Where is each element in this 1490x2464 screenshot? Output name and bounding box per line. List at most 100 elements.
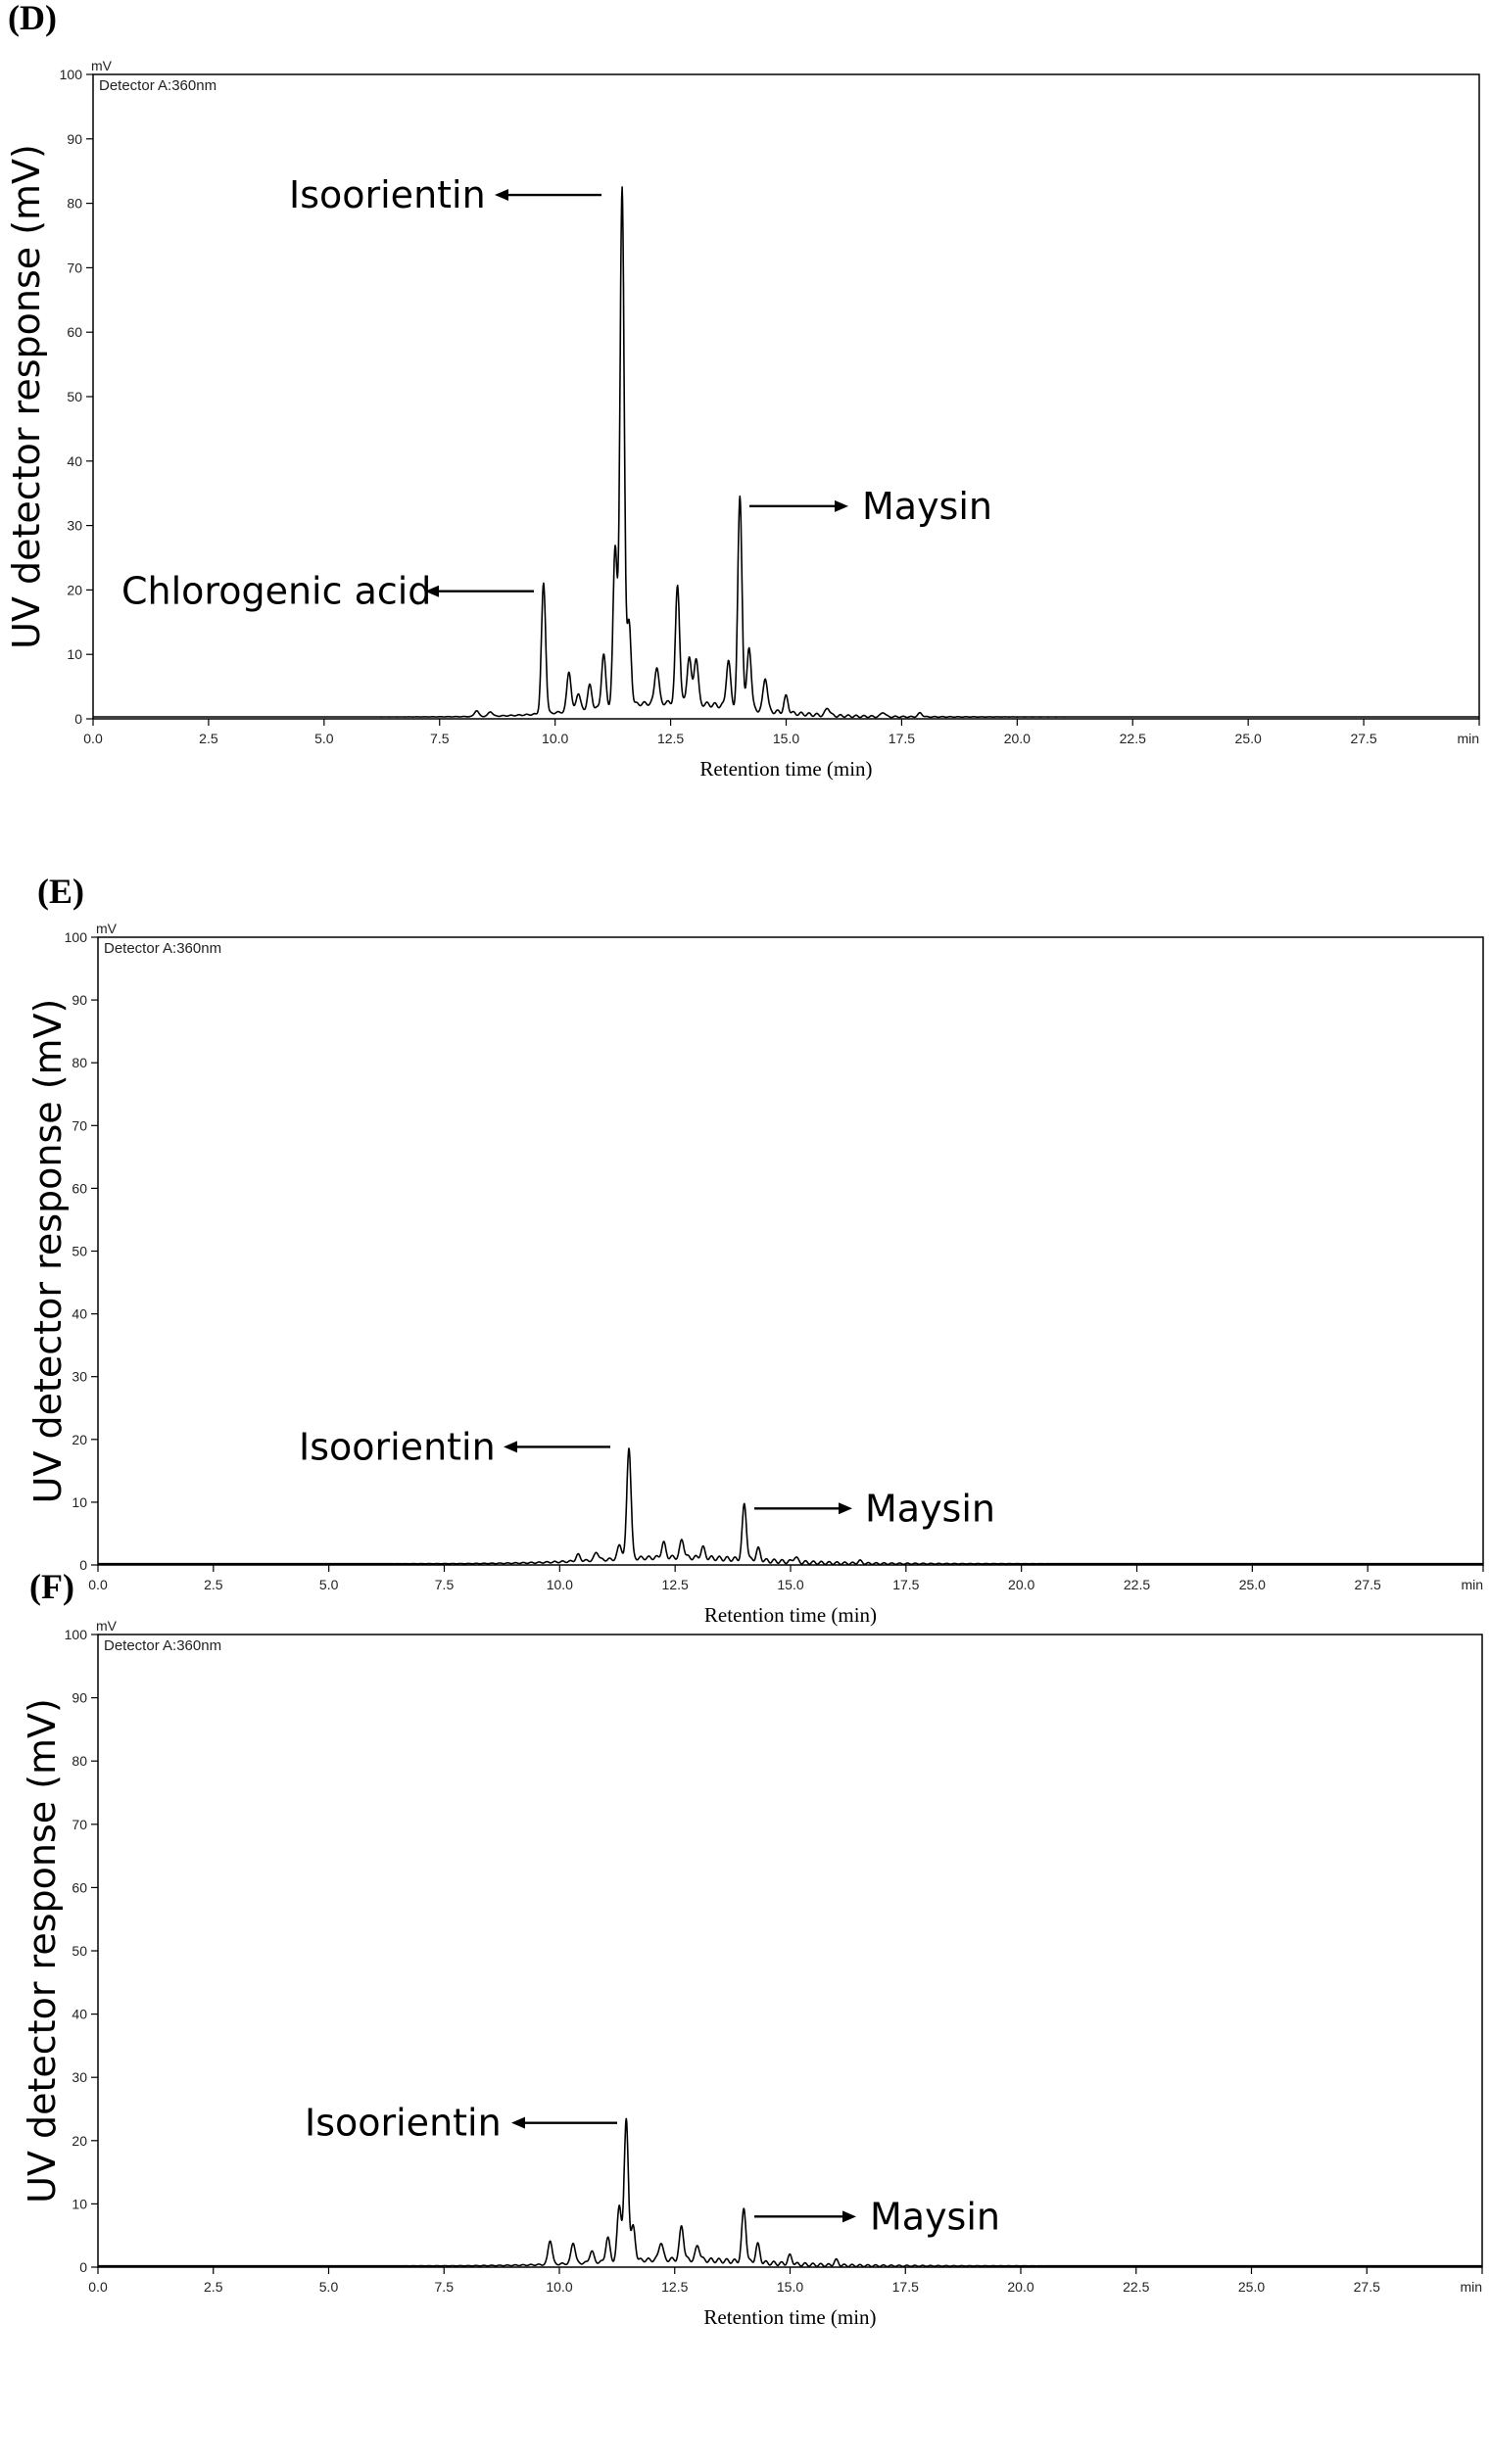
y-tick-label: 100 xyxy=(65,1627,88,1642)
y-tick-label: 50 xyxy=(72,1244,87,1259)
annotation-arrow-head xyxy=(842,2210,856,2223)
annotation-arrow-head xyxy=(495,189,508,202)
x-tick-label: 27.5 xyxy=(1354,2279,1380,2295)
plot-frame xyxy=(92,73,1480,720)
chromatogram-trace xyxy=(97,1447,1484,1566)
x-tick-label: 0.0 xyxy=(88,2279,108,2295)
detector-label: Detector A:360nm xyxy=(104,940,221,957)
x-tick-label: 2.5 xyxy=(204,2279,223,2295)
x-tick-label: 17.5 xyxy=(892,1577,919,1592)
y-unit-label: mV xyxy=(91,58,113,73)
annotation-chlorogenic-acid: Chlorogenic acid xyxy=(121,570,534,613)
x-tick-label: 0.0 xyxy=(83,731,103,746)
annotation-maysin: Maysin xyxy=(754,1487,995,1530)
y-tick-label: 20 xyxy=(72,1432,87,1447)
chart-panel-3: (F) mV Detector A:360nm 0 10 20 30 40 50 60 70 80 90… xyxy=(21,1567,1483,2329)
y-axis-title: UV detector response (mV) xyxy=(21,1698,64,2203)
y-tick-label: 90 xyxy=(72,992,87,1008)
y-tick-label: 60 xyxy=(67,324,82,340)
annotation-isoorientin: Isoorientin xyxy=(289,173,601,216)
detector-label: Detector A:360nm xyxy=(99,77,216,94)
annotation-arrow-head xyxy=(835,499,848,512)
x-tick-label: 0.0 xyxy=(88,1577,108,1592)
x-tick-label: 5.0 xyxy=(314,731,334,746)
y-tick-label: 20 xyxy=(67,582,82,597)
x-tick-label: 17.5 xyxy=(892,2279,919,2295)
y-unit-label: mV xyxy=(96,921,118,936)
x-tick-label: 20.0 xyxy=(1008,1577,1034,1592)
y-tick-label: 40 xyxy=(72,1306,87,1322)
annotation-label: Maysin xyxy=(870,2195,1000,2238)
x-unit-tick-label: min xyxy=(1457,731,1479,746)
y-tick-label: 50 xyxy=(72,1943,87,1959)
y-tick-label: 60 xyxy=(72,1180,87,1196)
x-tick-label: 15.0 xyxy=(777,1577,803,1592)
x-tick-label: 25.0 xyxy=(1235,731,1262,746)
panel-label: (F) xyxy=(29,1567,74,1606)
x-tick-label: 12.5 xyxy=(662,1577,689,1592)
x-tick-label: 22.5 xyxy=(1120,731,1146,746)
x-tick-label: 20.0 xyxy=(1004,731,1031,746)
x-tick-label: 10.0 xyxy=(542,731,568,746)
plot-frame xyxy=(97,1634,1483,2268)
x-tick-label: 7.5 xyxy=(435,2279,455,2295)
y-tick-label: 40 xyxy=(72,2007,87,2022)
y-tick-label: 30 xyxy=(72,1369,87,1385)
y-tick-label: 0 xyxy=(79,1557,87,1573)
y-tick-label: 100 xyxy=(60,67,83,82)
annotation-label: Maysin xyxy=(865,1487,995,1530)
y-tick-label: 100 xyxy=(65,929,88,945)
panel-label: (E) xyxy=(37,872,84,911)
chromatogram-trace xyxy=(92,186,1480,719)
x-tick-label: 15.0 xyxy=(773,731,799,746)
y-tick-label: 30 xyxy=(72,2069,87,2085)
annotation-isoorientin: Isoorientin xyxy=(305,2102,617,2145)
x-tick-label: 5.0 xyxy=(319,2279,339,2295)
chromatogram-trace xyxy=(97,2117,1483,2268)
y-tick-label: 80 xyxy=(72,1753,87,1769)
x-unit-tick-label: min xyxy=(1460,2279,1482,2295)
x-axis-title: Retention time (min) xyxy=(704,1603,877,1627)
x-tick-label: 22.5 xyxy=(1123,2279,1149,2295)
y-tick-label: 50 xyxy=(67,389,82,404)
x-tick-label: 27.5 xyxy=(1355,1577,1381,1592)
y-tick-label: 0 xyxy=(79,2259,87,2275)
x-tick-label: 20.0 xyxy=(1007,2279,1033,2295)
annotation-label: Maysin xyxy=(862,485,992,528)
y-tick-label: 70 xyxy=(67,260,82,275)
y-tick-label: 80 xyxy=(72,1055,87,1070)
x-tick-label: 12.5 xyxy=(661,2279,688,2295)
x-tick-label: 2.5 xyxy=(199,731,218,746)
panel-label: (D) xyxy=(8,0,57,37)
annotation-arrow-head xyxy=(511,2116,525,2129)
x-tick-label: 10.0 xyxy=(547,1577,573,1592)
y-tick-label: 70 xyxy=(72,1817,87,1832)
x-axis-title: Retention time (min) xyxy=(703,2305,876,2329)
y-tick-label: 90 xyxy=(72,1690,87,1706)
x-tick-label: 15.0 xyxy=(777,2279,803,2295)
y-tick-label: 20 xyxy=(72,2133,87,2149)
y-tick-label: 40 xyxy=(67,453,82,469)
x-tick-label: 7.5 xyxy=(435,1577,455,1592)
x-tick-label: 27.5 xyxy=(1350,731,1376,746)
annotation-maysin: Maysin xyxy=(749,485,992,528)
x-tick-label: 12.5 xyxy=(657,731,684,746)
annotation-isoorientin: Isoorientin xyxy=(299,1425,610,1468)
y-axis-title: UV detector response (mV) xyxy=(5,144,48,649)
y-tick-label: 90 xyxy=(67,131,82,147)
y-tick-label: 0 xyxy=(74,711,82,727)
annotation-maysin: Maysin xyxy=(754,2195,1000,2238)
y-tick-label: 10 xyxy=(72,1494,87,1510)
y-tick-label: 70 xyxy=(72,1117,87,1133)
x-unit-tick-label: min xyxy=(1461,1577,1483,1592)
annotation-label: Chlorogenic acid xyxy=(121,570,431,613)
x-tick-label: 10.0 xyxy=(546,2279,572,2295)
y-axis-title: UV detector response (mV) xyxy=(26,999,70,1504)
chart-panel-2: (E) mV Detector A:360nm 0 10 20 30 40 50 60 70 80 90… xyxy=(26,872,1484,1627)
y-tick-label: 10 xyxy=(72,2196,87,2211)
x-tick-label: 17.5 xyxy=(889,731,915,746)
x-tick-label: 25.0 xyxy=(1239,1577,1266,1592)
annotation-arrow-head xyxy=(504,1441,517,1453)
x-tick-label: 7.5 xyxy=(430,731,450,746)
x-tick-label: 5.0 xyxy=(319,1577,339,1592)
